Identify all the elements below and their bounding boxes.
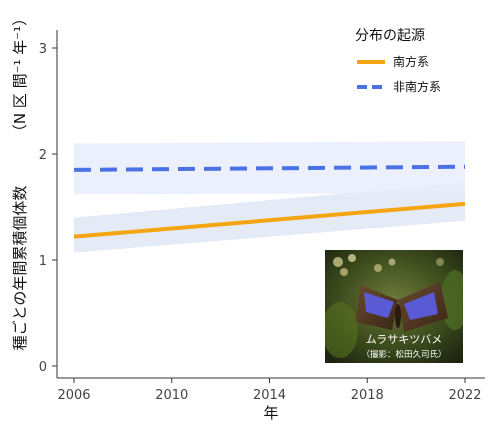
y-axis-title: 種ごとの年間累積個体数 bbox=[11, 186, 29, 351]
x-tick-label: 2010 bbox=[155, 388, 188, 403]
x-tick-label: 2006 bbox=[57, 388, 90, 403]
series-line-non-southern bbox=[73, 164, 466, 172]
x-tick-label: 2014 bbox=[253, 388, 286, 403]
y-tick-label: 3 bbox=[39, 42, 47, 57]
legend: 分布の起源 南方系 非南方系 bbox=[355, 28, 441, 94]
y-axis-title-units: （N 区 間⁻¹ 年⁻¹） bbox=[11, 11, 29, 139]
butterfly-photo: ムラサキツバメ （撮影：松田久司氏） bbox=[325, 250, 463, 363]
ci-band-southern bbox=[74, 182, 465, 253]
series-line-southern bbox=[73, 201, 466, 239]
photo-credit: （撮影：松田久司氏） bbox=[361, 349, 446, 360]
x-axis-title: 年 bbox=[263, 404, 278, 422]
x-tick-label: 2018 bbox=[351, 388, 384, 403]
x-tick-label: 2022 bbox=[448, 388, 481, 403]
confidence-bands bbox=[74, 141, 465, 253]
legend-title: 分布の起源 bbox=[355, 28, 425, 44]
y-tick-label: 2 bbox=[39, 148, 47, 163]
y-tick-label: 0 bbox=[39, 360, 47, 375]
legend-label-southern: 南方系 bbox=[393, 54, 429, 69]
y-ticks: 0 1 2 3 bbox=[39, 42, 57, 375]
x-ticks: 2006 2010 2014 2018 2022 bbox=[57, 378, 482, 403]
legend-label-non-southern: 非南方系 bbox=[393, 79, 441, 94]
photo-caption: ムラサキツバメ bbox=[366, 333, 442, 346]
y-tick-label: 1 bbox=[39, 254, 47, 269]
series-lines bbox=[73, 164, 466, 239]
